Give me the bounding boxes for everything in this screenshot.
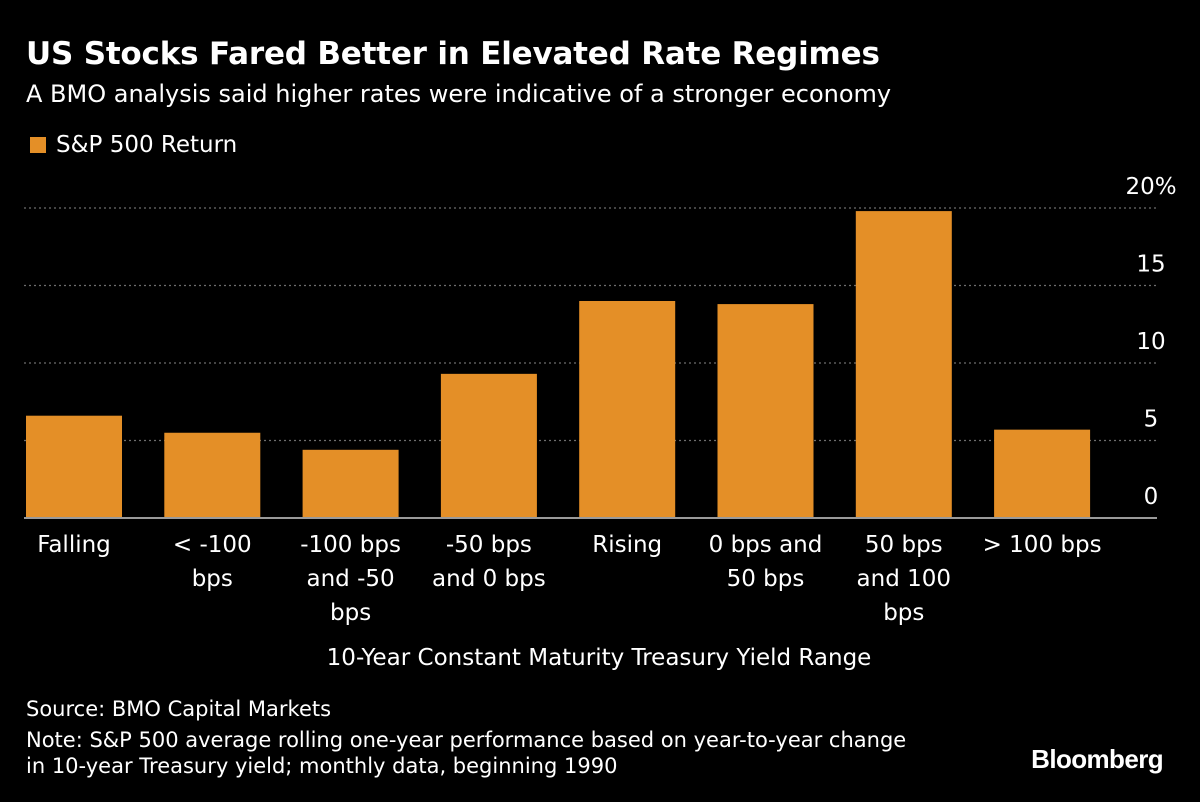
bar (579, 301, 676, 518)
bloomberg-logo: Bloomberg (1031, 744, 1163, 774)
legend-label: S&P 500 Return (56, 132, 238, 158)
x-tick-label: -100 bps and -50 bps (300, 532, 401, 626)
chart-title: US Stocks Fared Better in Elevated Rate … (26, 36, 880, 72)
bar (994, 429, 1091, 518)
bar (26, 415, 122, 518)
y-tick-label: 0 (1144, 484, 1159, 510)
x-tick-label: > 100 bps (983, 532, 1102, 558)
bar (440, 373, 537, 518)
bar (855, 211, 952, 518)
x-tick-label: 0 bps and 50 bps (709, 532, 823, 592)
x-tick-label: 50 bps and 100 bps (857, 532, 951, 626)
footnote: Note: S&P 500 average rolling one-year p… (26, 728, 907, 778)
bar (164, 432, 261, 518)
legend: S&P 500 Return (30, 132, 237, 158)
y-tick-label: 10 (1136, 329, 1165, 355)
x-tick-label: Falling (37, 532, 111, 558)
x-tick-label: -50 bps and 0 bps (432, 532, 546, 592)
x-tick-label: < -100 bps (173, 532, 252, 592)
source-note: Source: BMO Capital Markets (26, 697, 332, 721)
bar (717, 304, 814, 518)
y-tick-label: 5 (1144, 407, 1159, 433)
bar-chart: 20% 15 10 5 0 Falling < -100 bps -100 bps and -50… (24, 174, 1177, 626)
bar (302, 449, 399, 518)
y-tick-label: 15 (1136, 252, 1165, 278)
chart-subtitle: A BMO analysis said higher rates were in… (26, 80, 892, 108)
y-tick-label: 20% (1125, 174, 1176, 200)
x-tick-label: Rising (592, 532, 662, 558)
legend-swatch (30, 137, 46, 153)
x-axis-label: 10-Year Constant Maturity Treasury Yield… (326, 645, 872, 671)
